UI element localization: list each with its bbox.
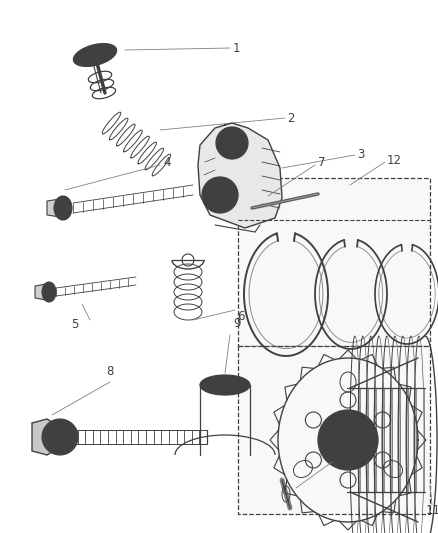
Circle shape [42, 419, 78, 455]
Ellipse shape [42, 282, 56, 302]
Polygon shape [47, 199, 67, 217]
Text: 12: 12 [386, 154, 401, 166]
Text: 11: 11 [425, 504, 438, 516]
Ellipse shape [54, 196, 72, 220]
Ellipse shape [200, 375, 249, 395]
Polygon shape [198, 123, 281, 228]
Circle shape [201, 177, 237, 213]
Text: 3: 3 [356, 149, 364, 161]
Text: 6: 6 [237, 310, 244, 323]
Text: 2: 2 [286, 111, 294, 125]
Text: 10: 10 [334, 447, 349, 460]
Polygon shape [32, 419, 60, 455]
Bar [237, 346, 429, 514]
Text: 1: 1 [233, 42, 240, 54]
Circle shape [215, 127, 247, 159]
Text: 4: 4 [162, 157, 170, 169]
Polygon shape [35, 284, 52, 300]
Text: 9: 9 [233, 317, 240, 330]
Bar [237, 178, 429, 346]
Circle shape [317, 410, 377, 470]
Text: 5: 5 [71, 319, 78, 332]
Text: 7: 7 [317, 157, 325, 169]
Ellipse shape [74, 44, 116, 66]
Text: 8: 8 [106, 365, 113, 378]
